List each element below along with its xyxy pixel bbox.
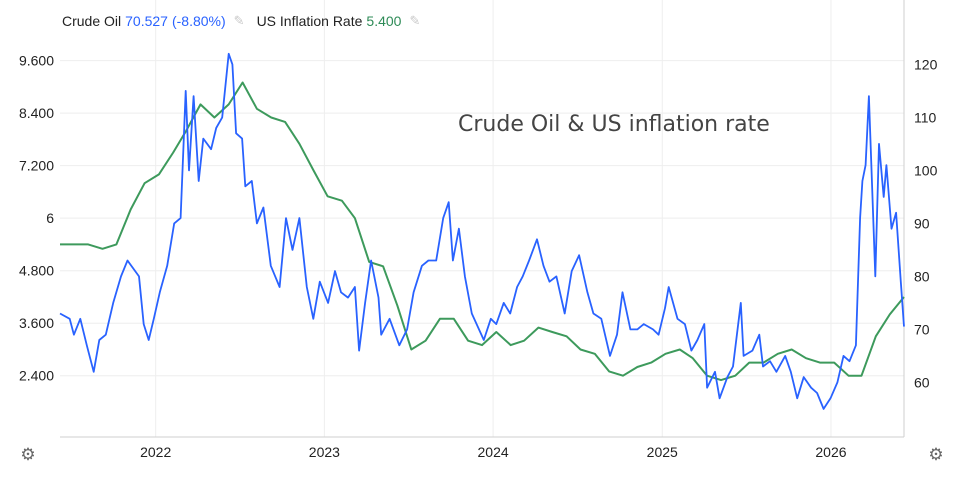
legend-inflation-value: 5.400	[366, 13, 402, 29]
y-tick-label-right: 120	[914, 56, 938, 72]
x-tick-label: 2022	[140, 444, 171, 460]
y-tick-label-left: 6	[46, 210, 54, 226]
x-axis: 2022 2023 2024 2025 2026	[140, 444, 847, 460]
pencil-icon[interactable]: ✎	[233, 13, 245, 28]
y-tick-label-right: 80	[914, 268, 930, 284]
y-tick-label-right: 60	[914, 374, 930, 390]
y-tick-label-left: 9.600	[19, 53, 54, 69]
x-tick-label: 2026	[815, 444, 846, 460]
chart-title: Crude Oil & US inflation rate	[458, 112, 770, 137]
series-lines	[59, 52, 905, 410]
legend: Crude Oil 70.527 (-8.80%) ✎ US Inflation…	[62, 13, 428, 29]
left-y-axis: 2.400 3.600 4.800 6 7.200 8.400 9.600	[19, 53, 54, 384]
right-y-axis: 60 70 80 90 100 110 120	[914, 56, 938, 390]
gear-icon[interactable]: ⚙	[20, 445, 36, 464]
y-tick-label-right: 100	[914, 162, 938, 178]
y-tick-label-right: 90	[914, 215, 930, 231]
legend-oil-name: Crude Oil	[62, 13, 122, 29]
y-tick-label-left: 3.600	[19, 315, 54, 331]
y-tick-label-left: 4.800	[19, 263, 54, 279]
y-tick-label-right: 110	[914, 109, 937, 125]
grid-lines	[60, 0, 905, 438]
inflation-series-line	[60, 81, 905, 382]
gear-icon[interactable]: ⚙	[928, 445, 944, 464]
crude-oil-series-line	[59, 52, 905, 410]
x-tick-label: 2023	[309, 444, 340, 460]
x-tick-label: 2024	[478, 444, 509, 460]
pencil-icon[interactable]: ✎	[409, 13, 421, 28]
legend-oil-change: (-8.80%)	[171, 13, 226, 29]
y-tick-label-right: 70	[914, 321, 930, 337]
y-tick-label-left: 2.400	[19, 368, 54, 384]
legend-inflation-name: US Inflation Rate	[256, 13, 363, 29]
legend-oil-value: 70.527	[125, 13, 168, 29]
x-tick-label: 2025	[647, 444, 678, 460]
y-tick-label-left: 7.200	[19, 158, 54, 174]
y-tick-label-left: 8.400	[19, 105, 54, 121]
